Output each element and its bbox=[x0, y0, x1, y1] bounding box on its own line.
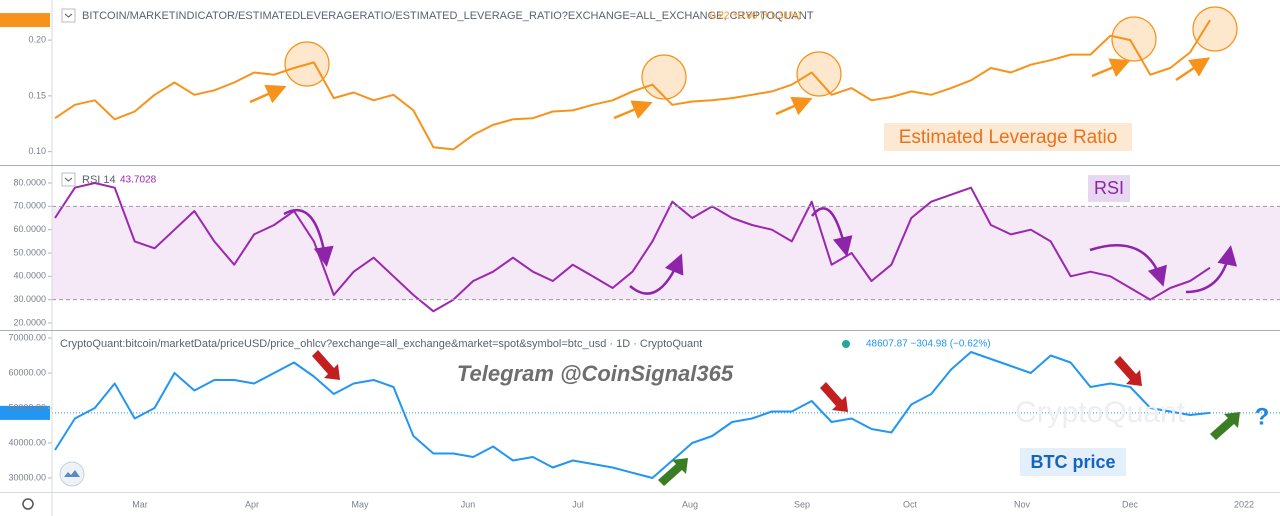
y-tick-label: 80.0000 bbox=[13, 177, 46, 187]
y-tick-label: 40000.00 bbox=[8, 437, 46, 447]
collapse-button[interactable] bbox=[61, 172, 76, 187]
annotation: BTC price bbox=[1030, 452, 1115, 472]
legend-value: 0.22 +0.00 (+1.31%) bbox=[710, 11, 801, 22]
legend-value: 43.7028 bbox=[120, 175, 157, 186]
question-mark: ? bbox=[1255, 403, 1270, 430]
series-line bbox=[54, 19, 1211, 151]
y-tick-label: 20.0000 bbox=[13, 317, 46, 327]
last-value-badge bbox=[0, 405, 50, 420]
y-tick-label: 50.0000 bbox=[13, 247, 46, 257]
x-tick-label: Aug bbox=[682, 499, 698, 509]
watermark: CryptoQuant bbox=[1015, 396, 1186, 429]
y-tick-label: 30000.00 bbox=[8, 472, 46, 482]
settings-button[interactable] bbox=[22, 498, 34, 510]
pane-title: BITCOIN/MARKETINDICATOR/ESTIMATEDLEVERAG… bbox=[82, 10, 814, 22]
y-tick-label: 70.0000 bbox=[13, 201, 46, 211]
red-arrows bbox=[312, 350, 1142, 412]
annotation: Estimated Leverage Ratio bbox=[899, 127, 1118, 148]
collapse-button[interactable] bbox=[61, 8, 76, 23]
x-tick-label: May bbox=[351, 499, 369, 509]
chevron bbox=[64, 177, 73, 182]
pane-title: RSI 14 bbox=[82, 174, 116, 186]
label-box bbox=[884, 123, 1132, 151]
chevron bbox=[64, 13, 73, 18]
purple-arrows bbox=[283, 207, 1238, 295]
y-tick-label: 70000.00 bbox=[8, 332, 46, 342]
label-box bbox=[1020, 448, 1126, 476]
last-value-badge bbox=[0, 13, 50, 28]
x-tick-label: Jul bbox=[572, 499, 584, 509]
orange-arrows bbox=[249, 57, 1211, 120]
status-dot bbox=[842, 340, 850, 348]
y-tick-label: 50000.00 bbox=[8, 402, 46, 412]
y-tick-label: 40.0000 bbox=[13, 271, 46, 281]
highlight-circles bbox=[284, 6, 1238, 100]
green-arrows bbox=[658, 412, 1240, 486]
x-tick-label: Mar bbox=[132, 499, 148, 509]
x-tick-label: Dec bbox=[1122, 499, 1139, 509]
y-tick-label: 60.0000 bbox=[13, 224, 46, 234]
y-tick-label: 0.10 bbox=[28, 146, 46, 156]
series-line bbox=[54, 351, 1211, 479]
x-tick-label: Apr bbox=[245, 499, 259, 509]
annotation: RSI bbox=[1094, 178, 1124, 198]
y-tick-label: 60000.00 bbox=[8, 367, 46, 377]
x-tick-label: Nov bbox=[1014, 499, 1031, 509]
y-tick-label: 0.20 bbox=[28, 35, 46, 45]
x-tick-label: Oct bbox=[903, 499, 918, 509]
label-box bbox=[1088, 175, 1130, 202]
series-line bbox=[54, 182, 1211, 313]
pane-title: CryptoQuant:bitcoin/marketData/priceUSD/… bbox=[60, 338, 702, 350]
rsi-band bbox=[52, 206, 1280, 300]
y-tick-label: 0.15 bbox=[28, 90, 46, 100]
legend-value: 48607.87 −304.98 (−0.62%) bbox=[866, 339, 991, 350]
x-tick-label: Sep bbox=[794, 499, 810, 509]
watermark: Telegram @CoinSignal365 bbox=[457, 361, 734, 386]
x-tick-label: 2022 bbox=[1234, 499, 1254, 509]
logo-icon bbox=[64, 470, 80, 477]
y-tick-label: 30.0000 bbox=[13, 294, 46, 304]
x-tick-label: Jun bbox=[461, 499, 476, 509]
